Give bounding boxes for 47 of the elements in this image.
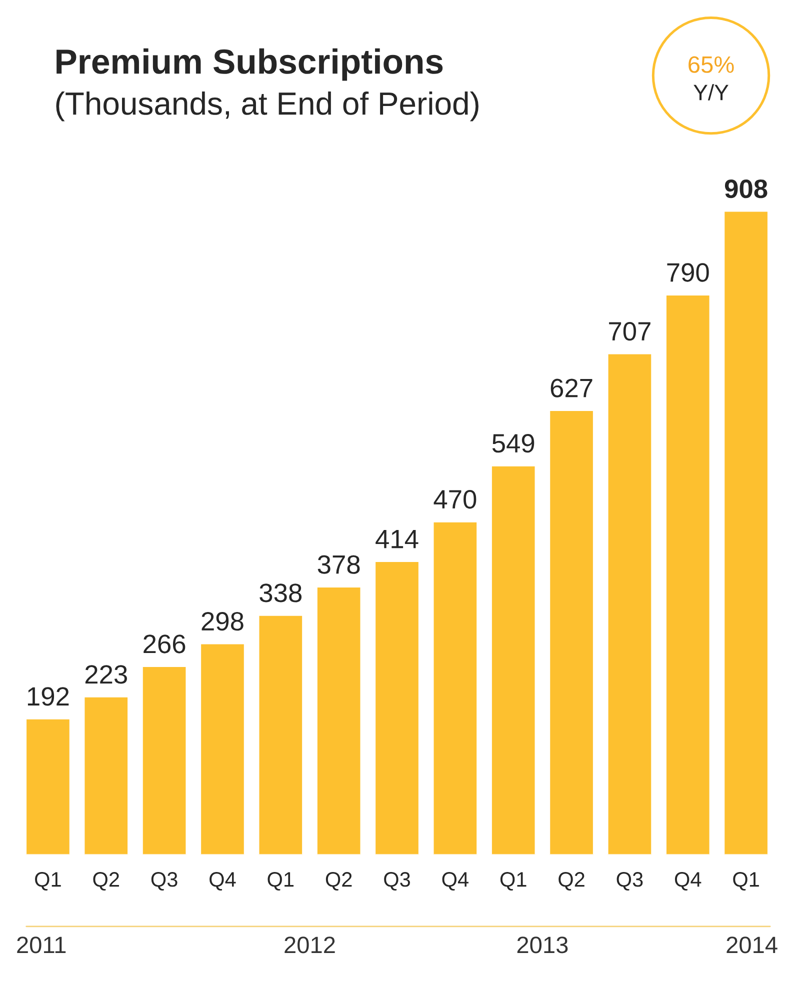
text: 65% (688, 56, 734, 73)
x-tick-label: Q1 (268, 872, 294, 891)
bar (200, 642, 246, 855)
bar (490, 464, 536, 855)
data-label: 338 (260, 584, 302, 602)
bar (142, 666, 188, 855)
data-label: 908 (724, 179, 768, 198)
text: Y/Y (694, 84, 728, 100)
data-label: 192 (28, 687, 69, 706)
data-label: 378 (318, 555, 360, 574)
chart-subtitle: (Thousands, at End of Period) (56, 91, 478, 122)
x-tick-label: Q1 (35, 872, 61, 891)
x-tick-label: Q3 (151, 872, 178, 891)
data-label: 627 (550, 378, 592, 398)
bar (316, 586, 362, 855)
bar (665, 294, 711, 855)
data-label: 223 (85, 665, 127, 684)
data-label: 298 (202, 612, 244, 631)
x-tick-label: Q3 (616, 872, 643, 891)
x-tick-label: Q1 (500, 872, 526, 891)
x-tick-label: Q3 (384, 872, 410, 891)
bar (83, 696, 129, 855)
x-tick-label: Q4 (442, 872, 468, 891)
data-label: 266 (144, 634, 186, 654)
x-tick-label: Q4 (210, 872, 236, 891)
bar (432, 520, 478, 855)
bar (606, 352, 653, 855)
text: 2014 (726, 936, 778, 954)
bar (258, 614, 304, 855)
x-tick-label: Q1 (733, 872, 759, 891)
x-tick-label: Q2 (558, 872, 584, 891)
bar (548, 410, 594, 855)
data-label: 790 (667, 263, 709, 282)
bar (723, 210, 769, 855)
text: 2011 (17, 936, 66, 954)
bar (374, 560, 420, 855)
x-tick-label: Q2 (93, 872, 119, 891)
chart-title: Premium Subscriptions (56, 48, 443, 81)
x-tick-label: Q4 (674, 872, 702, 891)
text: 2012 (284, 936, 335, 954)
text: 2013 (517, 936, 568, 954)
data-label: 549 (492, 434, 534, 453)
x-tick-label: Q2 (326, 872, 352, 891)
data-label: 707 (609, 322, 650, 341)
data-label: 470 (434, 490, 476, 509)
data-label: 414 (376, 530, 418, 548)
bar (25, 718, 71, 855)
